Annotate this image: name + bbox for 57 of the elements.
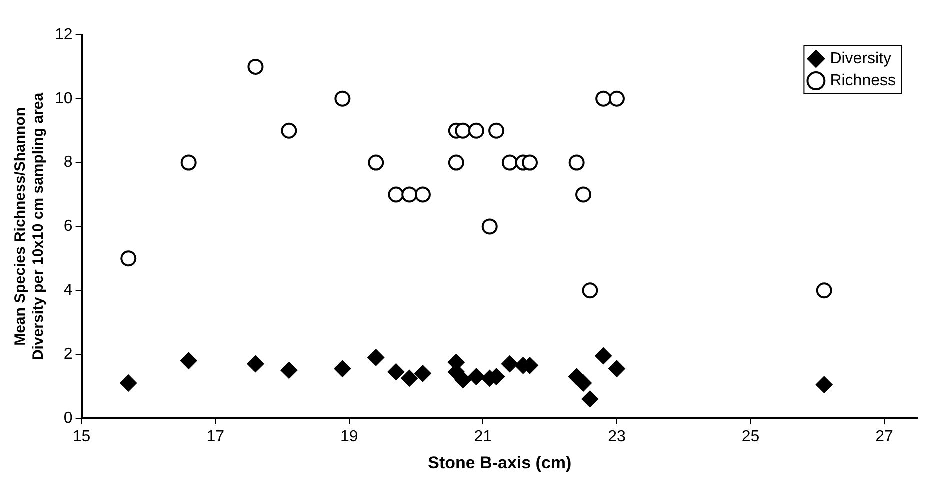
point — [522, 154, 538, 171]
point — [388, 364, 405, 381]
x-tick-label: 15 — [72, 428, 91, 446]
y-tick-label: 10 — [55, 90, 73, 108]
point — [488, 122, 505, 139]
y-tick-label: 4 — [64, 282, 73, 300]
point — [582, 282, 598, 299]
point — [608, 360, 626, 378]
point — [595, 348, 612, 365]
point — [120, 374, 138, 392]
point — [448, 154, 464, 171]
y-axis-title: Mean Species Richness/Shannon Diversity per 10x10 cm sampling area — [12, 92, 48, 361]
y-tick-label: 6 — [64, 218, 73, 236]
x-tick-label: 23 — [608, 428, 626, 446]
point — [180, 154, 197, 171]
point — [568, 154, 585, 171]
point — [248, 58, 264, 75]
point — [368, 154, 384, 171]
point — [582, 390, 599, 408]
point — [368, 349, 385, 366]
point — [247, 356, 264, 373]
point — [454, 372, 472, 389]
point — [180, 352, 198, 370]
y-tick-label: 0 — [64, 410, 73, 427]
point — [575, 374, 592, 392]
point — [816, 282, 832, 299]
legend-label: Richness — [830, 72, 896, 90]
point — [334, 90, 351, 107]
x-axis-title: Stone B-axis (cm) — [428, 453, 572, 472]
y-tick-label: 12 — [55, 26, 73, 44]
point — [608, 90, 625, 107]
x-tick-label: 19 — [340, 428, 358, 446]
x-tick-label: 21 — [474, 428, 492, 446]
x-tick-label: 17 — [206, 428, 225, 446]
point — [455, 122, 472, 139]
point — [281, 122, 298, 139]
legend-label: Diversity — [830, 50, 892, 68]
point — [120, 250, 137, 267]
point — [596, 90, 612, 107]
point — [334, 360, 352, 378]
point — [468, 122, 484, 139]
point — [576, 186, 592, 203]
point — [816, 376, 833, 394]
point — [401, 370, 418, 387]
point — [468, 368, 485, 386]
point — [501, 356, 518, 373]
point — [388, 186, 404, 203]
point — [414, 365, 432, 382]
y-tick-label: 2 — [64, 346, 73, 363]
point — [402, 186, 418, 203]
x-tick-label: 27 — [876, 428, 894, 446]
point — [502, 154, 518, 171]
point — [280, 362, 298, 379]
y-tick-label: 8 — [64, 154, 73, 172]
x-tick-label: 25 — [742, 428, 760, 446]
point — [414, 186, 431, 203]
point — [482, 218, 498, 235]
